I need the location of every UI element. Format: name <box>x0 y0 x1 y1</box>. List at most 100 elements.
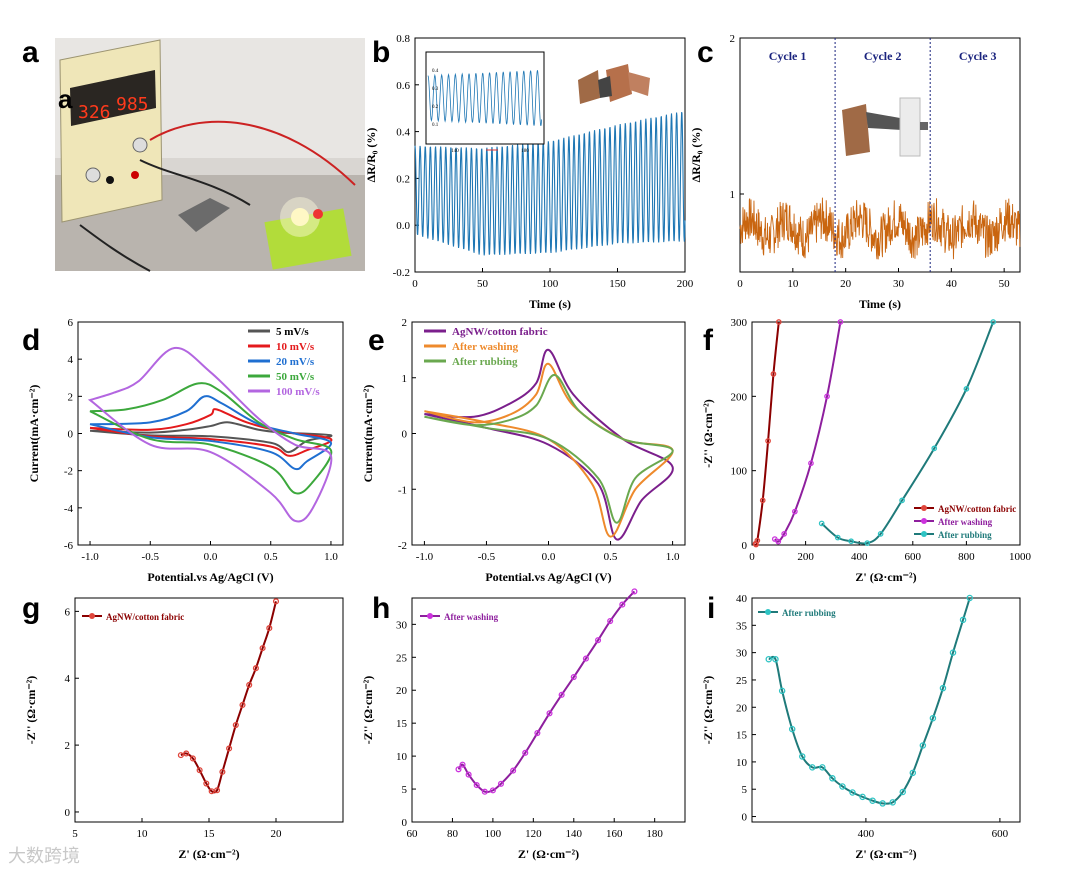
panel-label-d: d <box>22 324 40 357</box>
x-axis-label: Z' (Ω·cm⁻²) <box>855 847 916 861</box>
data-point <box>239 701 246 709</box>
legend-marker <box>427 613 433 619</box>
inset-y-tick: 0.2 <box>432 105 439 110</box>
x-tick-label: 20 <box>840 278 852 290</box>
y-axis-label: ΔR/R₀ (%) <box>689 128 703 183</box>
display-left-readout: 326 <box>78 102 111 123</box>
y-axis-label: Current(mA·cm⁻²) <box>27 385 41 483</box>
data-point <box>839 783 846 790</box>
data-point <box>203 780 210 787</box>
data-point <box>465 771 472 778</box>
x-tick-label: 400 <box>851 551 868 563</box>
data-point <box>546 710 553 717</box>
data-point <box>196 767 203 774</box>
x-tick-label: 200 <box>797 551 814 563</box>
data-point <box>834 534 841 541</box>
y-tick-label: 15 <box>396 718 408 730</box>
sample-part <box>606 64 632 102</box>
sample-image-c <box>842 97 928 157</box>
x-tick-label: 100 <box>485 828 502 840</box>
x-tick-label: 400 <box>858 828 875 840</box>
data-point <box>931 445 938 452</box>
data-point <box>631 588 638 595</box>
y-tick-label: 6 <box>68 317 74 329</box>
panel-label-b: b <box>372 36 390 69</box>
x-tick-label: 50 <box>999 278 1011 290</box>
y-axis-label: -Z'' (Ω·cm⁻²) <box>24 676 38 745</box>
chart-c: 0 10 20 30 40 50 1 2 Time (s) ΔR/R₀ (%) Cycle 1 Cyc… <box>689 33 1021 311</box>
legend-entry: After washing <box>938 517 993 527</box>
x-axis-label: Z' (Ω·cm⁻²) <box>518 847 579 861</box>
data-point <box>177 752 184 759</box>
y-tick-label: 2 <box>65 740 71 752</box>
data-point <box>189 755 196 762</box>
y-tick-label: -1 <box>398 484 407 496</box>
plot-frame-h <box>411 597 686 823</box>
y-tick-label: 0 <box>742 540 748 552</box>
watermark: 大数跨境 <box>8 846 80 867</box>
data-point <box>771 536 778 542</box>
y-axis-label: -Z'' (Ω·cm⁻²) <box>701 399 715 468</box>
data-point <box>818 520 825 527</box>
data-point <box>781 530 788 537</box>
data-point <box>772 655 779 663</box>
sample-part <box>920 122 928 130</box>
y-tick-label: 0 <box>68 429 74 441</box>
data-point <box>183 750 190 757</box>
y-axis-label: Current(mA·cm⁻²) <box>361 385 375 483</box>
y-tick-label: 40 <box>736 593 748 605</box>
data-point <box>990 319 997 325</box>
x-tick-label: 180 <box>646 828 663 840</box>
data-point <box>765 655 773 663</box>
y-tick-label: 0 <box>402 429 408 441</box>
y-tick-label: 200 <box>731 391 748 403</box>
x-tick-label: 0.0 <box>204 551 218 563</box>
x-tick-label: 600 <box>992 828 1009 840</box>
x-tick-label: 10 <box>787 278 799 290</box>
series-line-f-0 <box>754 321 780 547</box>
legend-marker <box>921 518 927 524</box>
legend-entry: 100 mV/s <box>276 386 320 398</box>
sample-part <box>899 97 921 157</box>
y-tick-label: 25 <box>396 652 408 664</box>
legend-entry: AgNW/cotton fabric <box>106 612 184 622</box>
data-point <box>799 753 806 760</box>
x-tick-label: 60 <box>407 828 419 840</box>
x-tick-label: 1000 <box>1009 551 1032 563</box>
inset-y-tick: 0.1 <box>432 123 439 128</box>
x-tick-label: 80 <box>447 828 459 840</box>
data-point <box>939 684 947 692</box>
x-tick-label: 100 <box>542 278 559 290</box>
data-point <box>899 497 905 504</box>
inset-x-tick: 140 <box>451 149 459 154</box>
x-tick-label: 800 <box>958 551 975 563</box>
data-point <box>266 625 273 632</box>
y-tick-label: 0.8 <box>396 33 410 45</box>
y-tick-label: 4 <box>68 354 74 366</box>
series-line-b <box>414 111 686 256</box>
data-point <box>607 618 614 625</box>
plot-frame-c <box>739 37 1021 273</box>
series-line-d-3 <box>89 382 333 495</box>
data-point <box>809 764 816 771</box>
sample-part <box>598 76 612 98</box>
data-point <box>259 645 266 652</box>
y-tick-label: 0.6 <box>396 80 410 92</box>
data-point <box>919 742 927 749</box>
x-tick-label: 600 <box>905 551 922 563</box>
photo-power-supply: 326 985 a <box>55 38 365 272</box>
data-point <box>558 691 565 698</box>
data-point <box>213 787 221 794</box>
y-tick-label: 20 <box>396 685 408 697</box>
x-tick-label: -0.5 <box>142 551 160 563</box>
data-point <box>208 788 215 795</box>
x-tick-label: 30 <box>893 278 905 290</box>
legend-marker <box>765 609 771 615</box>
x-tick-label: 0 <box>749 551 755 563</box>
data-point <box>252 665 259 672</box>
chart-f: 0 200 400 600 800 1000 0 100 200 300 Z' (Ω·cm⁻²) -Z… <box>701 317 1032 584</box>
data-point <box>759 497 766 504</box>
x-axis-label: Potential.vs Ag/AgCl (V) <box>485 570 611 584</box>
sample-image-b <box>578 64 650 104</box>
